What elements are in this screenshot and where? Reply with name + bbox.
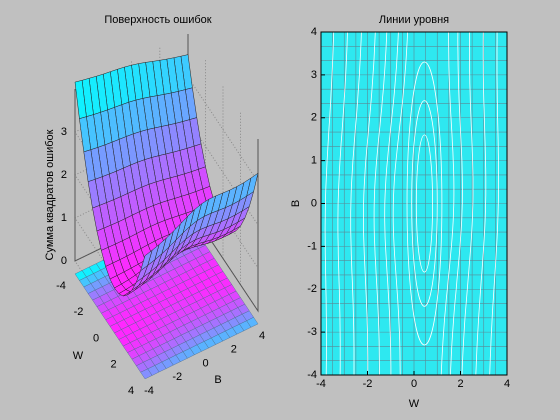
contour-line (475, 31, 487, 376)
z-axis-label: Сумма квадратов ошибок (44, 129, 56, 260)
y-tick-label: -1 (307, 240, 317, 252)
x-axis-label: W (73, 350, 84, 362)
surface-cell (140, 249, 153, 272)
x-tick-label: 2 (110, 359, 116, 371)
contour-axes: -4 -2 0 2 4 -4 -3 -2 -1 0 1 2 3 4 Линии уровня W B (290, 14, 510, 410)
y-axis-label: B (290, 200, 302, 207)
contour-line (450, 31, 463, 376)
contour-line (350, 31, 362, 375)
x-tick-label: -4 (316, 378, 326, 390)
y-tick-label: -2 (307, 283, 317, 295)
contour-line (440, 32, 455, 376)
contour-line (406, 61, 443, 346)
y-tick-label: 1 (311, 155, 317, 167)
z-tick-label: 3 (61, 126, 67, 138)
x-tick-label: 0 (93, 332, 99, 344)
contour-line (373, 31, 388, 375)
y-tick-label: 3 (311, 69, 317, 81)
y-tick-label: 2 (231, 344, 237, 356)
x-tick-label: -2 (74, 306, 84, 318)
x-tick-label: 4 (504, 378, 510, 390)
y-tick-label: -4 (307, 369, 317, 381)
y-tick-label: 4 (311, 26, 317, 38)
contour-line (384, 31, 399, 375)
y-tick-label: -4 (144, 385, 154, 397)
chart-title: Поверхность ошибок (104, 14, 211, 26)
contour-line (415, 134, 433, 273)
surface-axes: 0 1 2 3 -4 -2 0 2 4 -4 -2 0 2 4 Поверхность ошибок Сумм… (44, 14, 265, 397)
contour-line (363, 31, 376, 375)
y-tick-label: -2 (172, 371, 182, 383)
x-tick-label: -4 (56, 280, 66, 292)
x-tick-label: 2 (457, 378, 463, 390)
x-tick-label: -2 (363, 378, 373, 390)
y-tick-label: 0 (202, 357, 208, 369)
y-tick-label: 4 (259, 330, 265, 342)
chart-title: Линии уровня (379, 14, 449, 26)
y-tick-label: -3 (307, 326, 317, 338)
contour-line (461, 32, 474, 376)
contour-line (392, 31, 408, 376)
y-axis-label: B (214, 374, 221, 386)
contour-line (489, 32, 499, 376)
z-tick-label: 2 (61, 169, 67, 181)
x-axis-label: W (409, 398, 420, 410)
x-tick-label: 4 (128, 385, 134, 397)
x-tick-label: 0 (411, 378, 417, 390)
y-tick-label: 0 (311, 197, 317, 209)
z-tick-label: 1 (61, 212, 67, 224)
contour-line (411, 100, 438, 307)
contour-line (324, 31, 335, 376)
z-tick-label: 0 (61, 255, 67, 267)
floor-cell (140, 368, 153, 380)
y-tick-label: 2 (311, 112, 317, 124)
contour-line (337, 31, 348, 376)
